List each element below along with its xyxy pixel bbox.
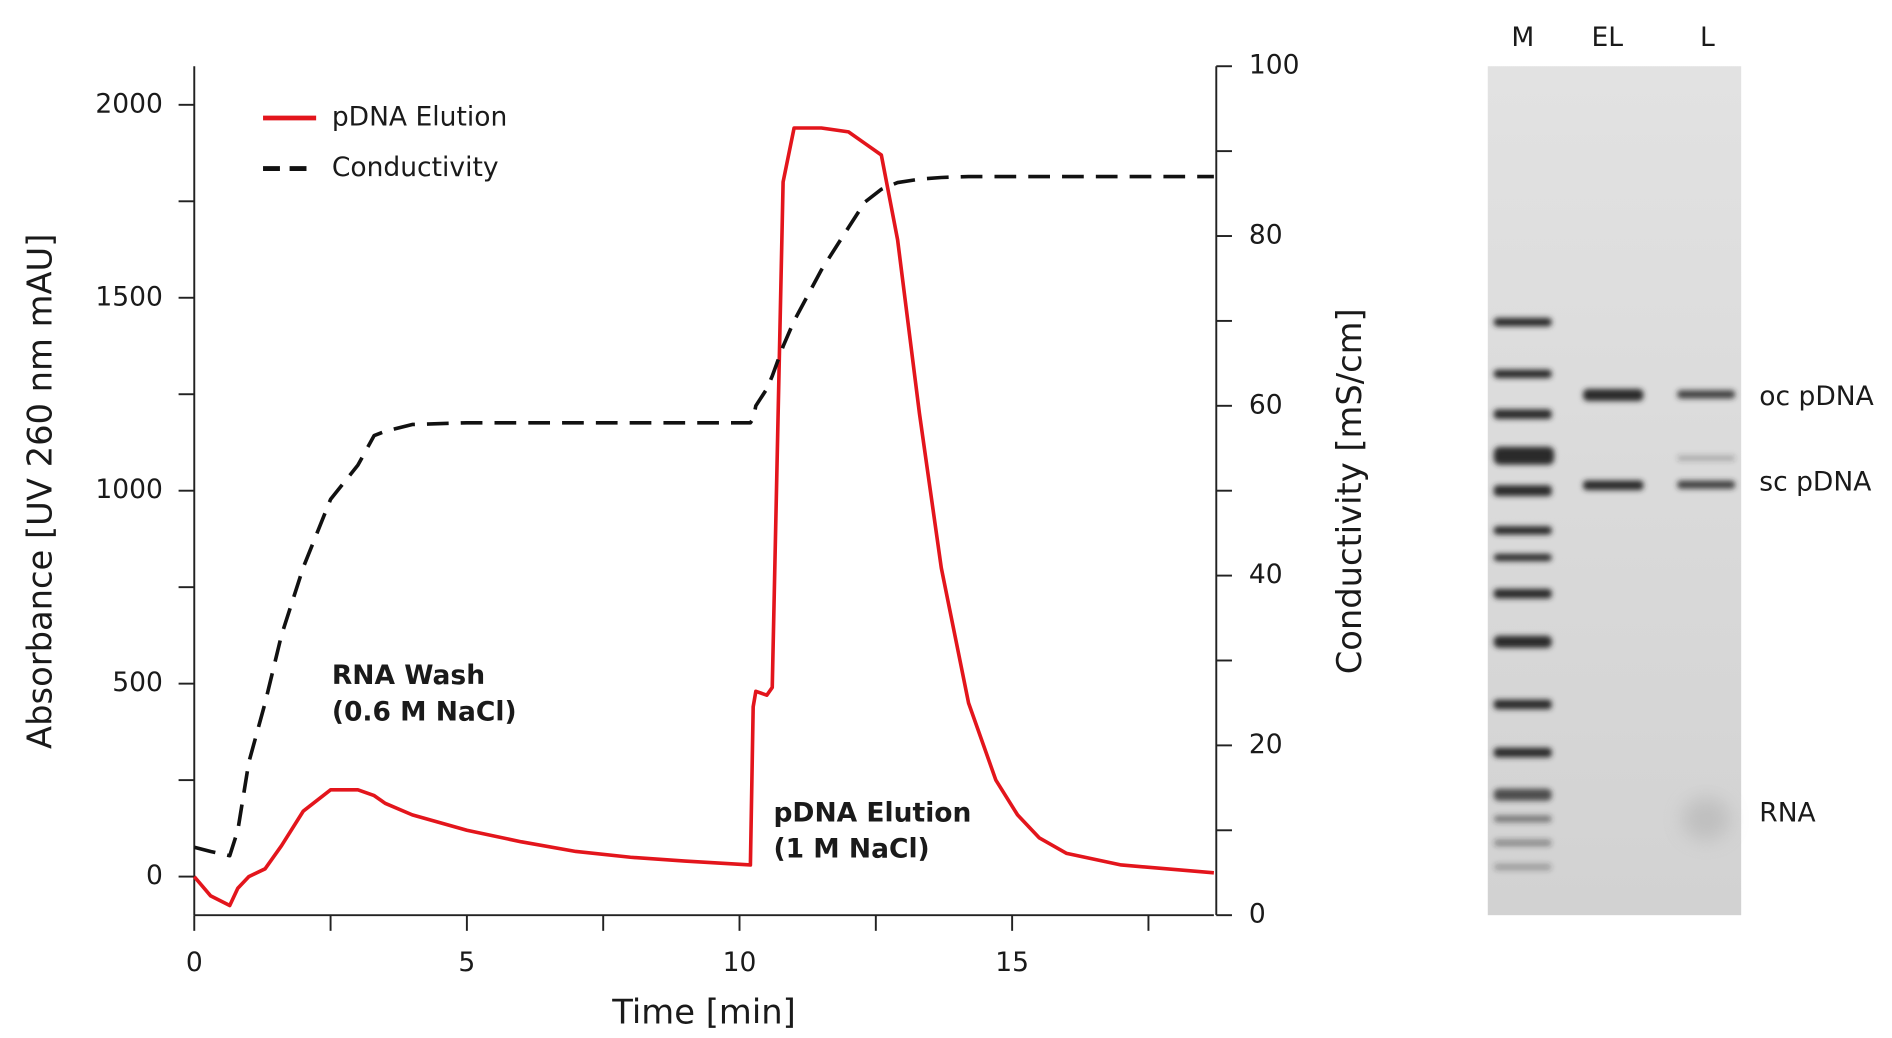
y-tick-label: 2000 bbox=[95, 88, 163, 119]
y-tick-label: 500 bbox=[112, 667, 163, 698]
x-tick-label: 10 bbox=[723, 947, 757, 978]
y2-tick-label: 20 bbox=[1249, 729, 1283, 760]
x-tick-label: 5 bbox=[458, 947, 475, 978]
annotation: (1 M NaCl) bbox=[773, 834, 929, 865]
y-tick-label: 0 bbox=[146, 860, 163, 891]
y2-axis-label: Conductivity [mS/cm] bbox=[1330, 308, 1369, 674]
band-label: oc pDNA bbox=[1759, 381, 1874, 412]
y-tick-label: 1000 bbox=[95, 474, 163, 505]
series-line bbox=[192, 126, 1215, 908]
annotation: (0.6 M NaCl) bbox=[332, 696, 517, 727]
x-axis-label: Time [min] bbox=[611, 992, 796, 1031]
band-label: RNA bbox=[1759, 798, 1815, 829]
legend-label: pDNA Elution bbox=[332, 102, 507, 133]
y-tick-label: 1500 bbox=[95, 281, 163, 312]
series-line bbox=[193, 174, 1214, 858]
y2-tick-label: 80 bbox=[1249, 220, 1283, 251]
lane-label: M bbox=[1511, 22, 1534, 53]
marker-bands bbox=[1493, 317, 1736, 871]
chromatogram: 0 5 10 15 0 500 1000 1500 2000 0 20 40 60 80 100 Time [… bbox=[21, 50, 1369, 1032]
lane-label: EL bbox=[1591, 22, 1623, 53]
annotation: pDNA Elution bbox=[773, 798, 971, 829]
band-label: sc pDNA bbox=[1759, 466, 1871, 497]
y2-tick-label: 100 bbox=[1249, 50, 1300, 81]
x-tick-label: 15 bbox=[995, 947, 1029, 978]
gel-image: M EL L oc pDNA sc pDNA RNA bbox=[1487, 22, 1874, 916]
legend-label: Conductivity bbox=[332, 152, 499, 183]
rna-smear bbox=[1682, 797, 1731, 841]
lane-label: L bbox=[1700, 22, 1715, 53]
y2-tick-label: 60 bbox=[1249, 389, 1283, 420]
y2-tick-label: 40 bbox=[1249, 559, 1283, 590]
annotation: RNA Wash bbox=[332, 660, 485, 691]
y2-tick-label: 0 bbox=[1249, 899, 1266, 930]
y-axis-label: Absorbance [UV 260 nm mAU] bbox=[21, 234, 60, 749]
x-tick-label: 0 bbox=[186, 947, 203, 978]
